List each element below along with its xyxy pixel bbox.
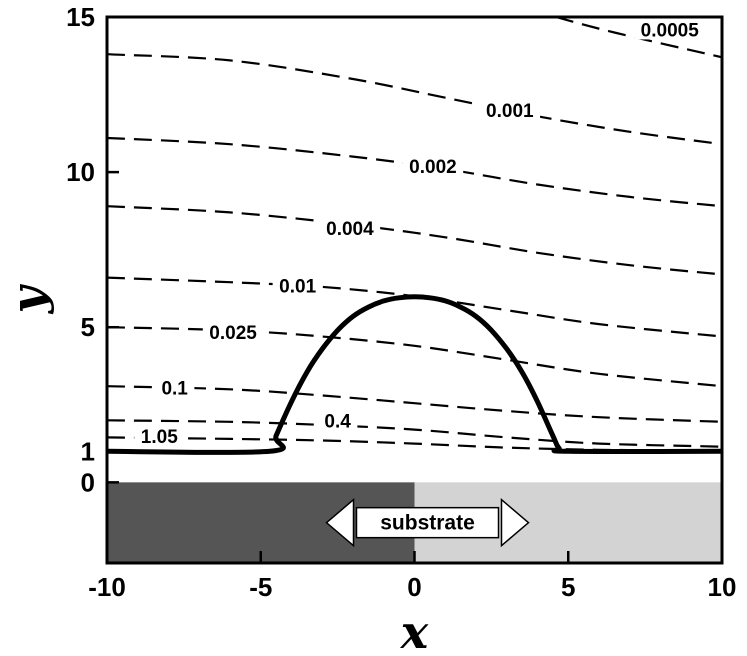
arrow-right-icon — [500, 498, 530, 548]
contour-label-0.01: 0.01 — [279, 276, 316, 297]
substrate-label-box — [355, 506, 500, 539]
x-axis-ticks: -10 -5 0 5 10 — [88, 551, 736, 602]
contour-label-1.05: 1.05 — [141, 427, 178, 448]
contour-label-bg — [272, 275, 323, 296]
y-tick-label: 5 — [81, 312, 95, 342]
x-tick-label: 10 — [708, 572, 737, 602]
y-axis-label: y — [1, 283, 55, 314]
substrate-label: substrate — [380, 512, 475, 535]
substrate: substrate — [107, 482, 722, 563]
contour-label-bg — [402, 155, 464, 176]
contour-label-bg — [634, 19, 706, 40]
contour-label-bg — [319, 217, 381, 238]
contour-label-bg — [154, 377, 195, 398]
plot-frame — [105, 15, 724, 565]
contour-label-0.4: 0.4 — [324, 411, 351, 432]
contour-labels: 0.0005 0.001 0.002 0.004 0.01 0.025 0.1 0.4 1.05 — [134, 19, 706, 448]
contour-label-0.004: 0.004 — [326, 219, 374, 240]
contour-lines — [107, 17, 722, 452]
contour-line-0.004 — [107, 205, 722, 276]
contour-label-0.002: 0.002 — [409, 157, 457, 178]
contour-line-0.001 — [107, 53, 722, 146]
contour-line-0.0005 — [555, 17, 722, 59]
contour-label-bg — [479, 100, 541, 121]
y-tick-label: 15 — [66, 2, 95, 32]
x-axis-label: x — [400, 605, 429, 656]
x-tick-label: -10 — [88, 572, 126, 602]
contour-line-0.01 — [107, 276, 722, 338]
arrow-left-icon — [325, 498, 355, 548]
contour-label-bg — [202, 321, 264, 342]
droplet-profile — [106, 294, 723, 455]
contour-label-0.0005: 0.0005 — [641, 20, 700, 41]
contour-label-0.001: 0.001 — [486, 101, 534, 122]
contour-label-bg — [317, 410, 358, 431]
contour-line-0.025 — [107, 326, 722, 388]
y-tick-label: 10 — [66, 157, 95, 187]
x-tick-label: 5 — [561, 572, 575, 602]
y-tick-label: 1 — [81, 436, 95, 466]
x-tick-label: -5 — [249, 572, 272, 602]
contour-label-0.1: 0.1 — [161, 379, 188, 400]
contour-label-0.025: 0.025 — [209, 323, 257, 344]
x-tick-label: 0 — [407, 572, 421, 602]
contour-line-0.1 — [107, 385, 722, 423]
y-tick-label: 0 — [81, 467, 95, 497]
contour-label-bg — [134, 425, 185, 446]
contour-line-0.4 — [107, 419, 722, 448]
